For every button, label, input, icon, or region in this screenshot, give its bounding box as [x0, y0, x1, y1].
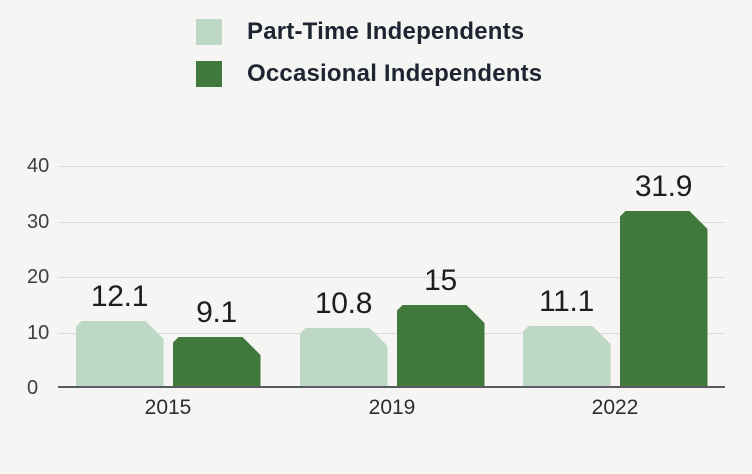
bar-value-label: 31.9	[634, 170, 693, 203]
gridline-10	[58, 333, 725, 334]
y-axis-tick-label: 30	[27, 211, 50, 233]
legend-item: Occasional Independents	[196, 61, 542, 87]
y-axis-tick-label: 20	[27, 266, 50, 288]
x-axis-category-label: 2015	[144, 396, 192, 419]
gridline-20	[58, 277, 725, 278]
bar-value-label: 11.1	[539, 285, 594, 318]
legend: Part-Time Independents Occasional Indepen…	[196, 19, 542, 103]
x-axis-line	[58, 386, 725, 388]
gridline-30	[58, 222, 725, 223]
legend-label: Part-Time Independents	[247, 18, 525, 45]
bar-value-label: 10.8	[314, 287, 373, 320]
bar-2019-occasional	[397, 305, 485, 388]
bar-value-label: 9.1	[196, 296, 237, 329]
bar-2022-occasional	[620, 211, 708, 388]
gridline-40	[58, 166, 725, 167]
bar-value-label: 15	[424, 264, 457, 297]
x-axis-category-label: 2022	[591, 396, 639, 419]
bar-2019-part-time	[300, 328, 388, 388]
bar-2015-occasional	[173, 337, 261, 388]
y-axis-tick-label: 10	[27, 322, 50, 344]
bar-2022-part-time	[523, 326, 611, 388]
bar-value-label: 12.1	[90, 280, 149, 313]
x-axis-category-label: 2019	[368, 396, 416, 419]
y-axis-tick-label: 40	[27, 155, 50, 177]
legend-swatch-occasional	[196, 61, 222, 87]
legend-swatch-part-time	[196, 19, 222, 45]
legend-label: Occasional Independents	[247, 60, 543, 87]
bar-2015-part-time	[76, 321, 164, 388]
legend-item: Part-Time Independents	[196, 19, 542, 45]
y-axis-tick-label: 0	[27, 377, 39, 399]
